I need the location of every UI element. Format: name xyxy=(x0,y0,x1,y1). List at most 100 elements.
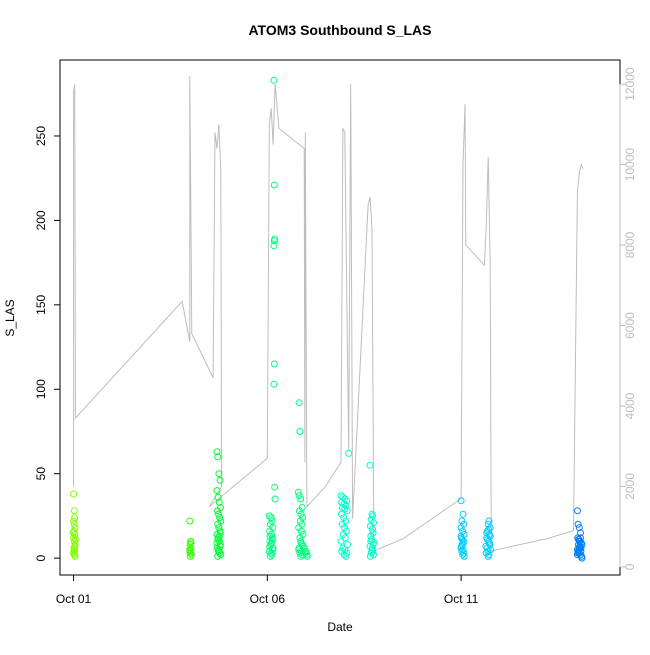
data-point xyxy=(460,552,468,560)
data-point xyxy=(216,476,224,484)
data-point xyxy=(342,502,350,510)
data-point xyxy=(368,525,376,533)
data-point xyxy=(70,507,78,515)
data-point xyxy=(458,536,466,543)
x-tick-label: Oct 11 xyxy=(444,592,479,606)
y-axis-label: S_LAS xyxy=(3,299,17,336)
data-point xyxy=(366,461,374,469)
y2-tick-label: 2000 xyxy=(623,473,637,500)
data-point xyxy=(339,531,347,538)
data-point xyxy=(215,470,223,478)
data-point xyxy=(214,493,222,501)
data-point xyxy=(270,181,278,189)
data-point xyxy=(215,546,223,554)
data-point xyxy=(72,536,79,543)
data-point xyxy=(187,544,195,552)
data-point xyxy=(459,546,467,554)
data-point xyxy=(70,490,78,498)
data-point xyxy=(69,529,77,537)
data-point xyxy=(70,517,78,525)
y2-tick-label: 6000 xyxy=(623,312,637,339)
data-point xyxy=(70,546,78,554)
data-point xyxy=(266,527,274,535)
data-point xyxy=(578,554,586,562)
data-point xyxy=(459,510,467,518)
data-point xyxy=(297,527,305,535)
data-point xyxy=(215,532,223,540)
data-point xyxy=(484,552,492,560)
points-layer xyxy=(69,76,586,562)
data-point xyxy=(367,537,375,545)
data-point xyxy=(485,539,493,547)
data-point xyxy=(266,532,274,540)
data-point xyxy=(187,539,195,547)
data-point xyxy=(271,483,279,491)
chart-title: ATOM3 Southbound S_LAS xyxy=(248,22,431,38)
data-point xyxy=(214,552,222,560)
data-point xyxy=(214,453,222,461)
y2-tick-label: 0 xyxy=(623,563,637,570)
data-point xyxy=(342,552,350,560)
data-point xyxy=(266,552,274,560)
data-point xyxy=(216,514,224,522)
data-point xyxy=(459,551,467,559)
data-point xyxy=(71,542,79,550)
data-point xyxy=(294,488,302,496)
data-point xyxy=(215,498,223,506)
data-point xyxy=(369,512,377,520)
data-point xyxy=(213,448,221,456)
data-point xyxy=(301,544,308,552)
data-point xyxy=(268,531,276,538)
data-point xyxy=(71,531,79,538)
data-point xyxy=(70,537,78,545)
data-point xyxy=(577,534,584,542)
data-point xyxy=(296,517,304,525)
x-tick-label: Oct 06 xyxy=(250,592,286,606)
data-point xyxy=(270,242,278,250)
data-point xyxy=(299,542,307,550)
data-point xyxy=(186,517,194,525)
data-point xyxy=(340,551,348,559)
y-tick-label: 150 xyxy=(34,295,48,315)
data-point xyxy=(575,524,583,532)
data-point xyxy=(270,237,278,245)
data-point xyxy=(71,514,79,522)
data-point xyxy=(485,517,493,525)
data-point xyxy=(186,546,194,554)
y-axis-right: 0 2000 4000 6000 8000 10000 12000 xyxy=(619,67,637,570)
data-point xyxy=(573,507,581,515)
data-point xyxy=(296,428,304,435)
data-point xyxy=(213,507,221,515)
data-point xyxy=(267,514,275,522)
data-point xyxy=(297,552,305,560)
data-point xyxy=(266,542,274,550)
y-tick-label: 250 xyxy=(34,126,48,146)
data-point xyxy=(297,539,305,547)
data-point xyxy=(340,514,348,522)
data-point xyxy=(187,551,195,559)
data-point xyxy=(216,529,224,537)
data-point xyxy=(214,536,222,543)
data-point xyxy=(297,510,305,518)
data-point xyxy=(70,520,78,528)
data-point xyxy=(345,449,353,457)
data-point xyxy=(458,542,465,550)
data-point xyxy=(341,524,348,532)
y-axis-left: 0 50 100 150 200 250 xyxy=(34,126,61,561)
data-point xyxy=(366,552,374,560)
data-point xyxy=(575,537,583,545)
data-point xyxy=(270,380,278,388)
data-point xyxy=(484,520,492,528)
data-point xyxy=(339,544,347,552)
data-point xyxy=(215,510,222,518)
data-point xyxy=(301,549,309,557)
x-axis: Oct 01 Oct 06 Oct 11 xyxy=(56,574,479,606)
y2-tick-label: 8000 xyxy=(623,231,637,258)
data-point xyxy=(343,507,351,515)
data-point xyxy=(574,520,582,528)
data-point xyxy=(368,544,376,552)
data-point xyxy=(457,524,465,532)
data-point xyxy=(366,522,374,530)
y-tick-label: 50 xyxy=(34,467,48,481)
data-point xyxy=(303,552,311,560)
